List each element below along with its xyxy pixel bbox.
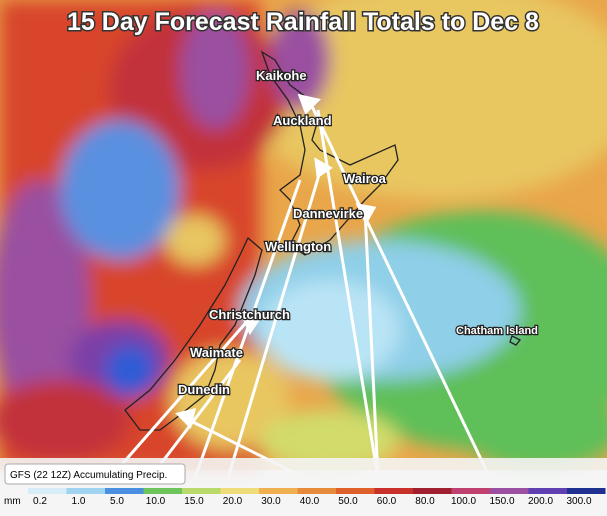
- scale-label: 100.0: [451, 496, 476, 507]
- scale-label: 150.0: [489, 496, 514, 507]
- legend: GFS (22 12Z) Accumulating Precip. mm 0.2…: [0, 458, 607, 516]
- place-label: Auckland: [273, 113, 332, 128]
- scale-label: 200.0: [528, 496, 553, 507]
- unit-label: mm: [4, 496, 21, 507]
- place-label: Waimate: [190, 345, 243, 360]
- scale-label: 30.0: [261, 496, 281, 507]
- color-swatch: [66, 488, 105, 494]
- color-swatch: [259, 488, 298, 494]
- color-swatch: [28, 488, 67, 494]
- color-swatch: [528, 488, 567, 494]
- color-swatch: [490, 488, 529, 494]
- scale-label: 10.0: [146, 496, 166, 507]
- scale-label: 0.2: [33, 496, 47, 507]
- scale-label: 5.0: [110, 496, 124, 507]
- scale-label: 60.0: [377, 496, 397, 507]
- place-label: Chatham Island: [456, 325, 538, 337]
- scale-label: 80.0: [415, 496, 435, 507]
- color-swatch: [567, 488, 606, 494]
- color-swatch: [336, 488, 375, 494]
- place-label: Kaikohe: [256, 68, 307, 83]
- color-swatch: [105, 488, 144, 494]
- place-label: Wairoa: [343, 171, 387, 186]
- rainfall-field: [0, 0, 607, 470]
- color-swatch: [182, 488, 221, 494]
- source-label: GFS (22 12Z) Accumulating Precip.: [10, 470, 167, 481]
- scale-label: 1.0: [72, 496, 86, 507]
- scale-label: 20.0: [223, 496, 243, 507]
- scale-label: 300.0: [566, 496, 591, 507]
- map-title: 15 Day Forecast Rainfall Totals to Dec 8: [67, 8, 539, 36]
- place-label: Wellington: [265, 239, 331, 254]
- scale-label: 50.0: [338, 496, 358, 507]
- color-swatch: [143, 488, 182, 494]
- scale-label: 40.0: [300, 496, 320, 507]
- color-swatch: [220, 488, 259, 494]
- color-swatch: [297, 488, 336, 494]
- color-swatch: [374, 488, 413, 494]
- place-label: Christchurch: [209, 307, 290, 322]
- color-swatch: [451, 488, 490, 494]
- place-label: Dunedin: [178, 382, 230, 397]
- scale-label: 15.0: [184, 496, 204, 507]
- color-swatch: [413, 488, 452, 494]
- place-label: Dannevirke: [293, 206, 363, 221]
- source-box: [4, 463, 186, 485]
